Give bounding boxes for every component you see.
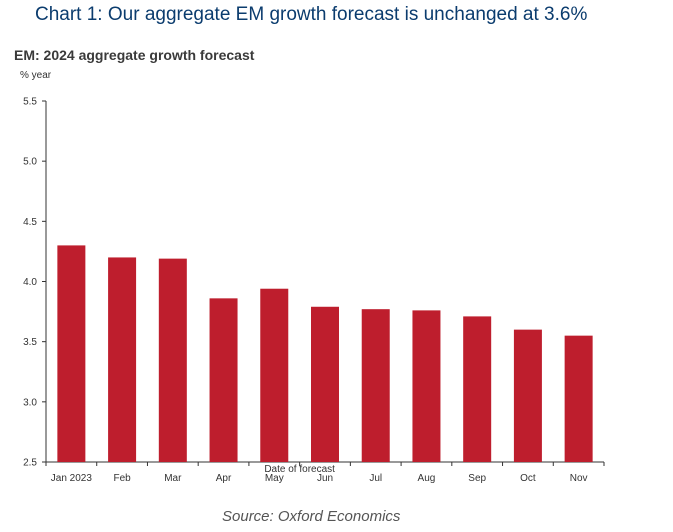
x-tick-label: Jul	[369, 473, 382, 484]
y-tick-label: 5.5	[23, 97, 37, 108]
bar	[57, 245, 86, 462]
y-tick-label: 4.0	[23, 277, 37, 288]
x-tick-label: Feb	[113, 473, 131, 484]
bar	[361, 309, 390, 462]
y-tick-label: 2.5	[23, 458, 37, 469]
bar	[463, 316, 492, 462]
x-tick-label: Sep	[468, 473, 486, 484]
y-tick-label: 4.5	[23, 217, 37, 228]
bar	[260, 288, 289, 462]
y-axis-unit-label: % year	[20, 70, 52, 81]
bar	[158, 258, 187, 462]
source-note: Source: Oxford Economics	[222, 508, 401, 525]
bar	[108, 257, 137, 462]
bar	[564, 335, 593, 462]
figure-heading: Chart 1: Our aggregate EM growth forecas…	[35, 4, 588, 25]
y-tick-label: 5.0	[23, 157, 37, 168]
x-tick-label: Aug	[418, 473, 436, 484]
x-tick-label: Apr	[216, 473, 232, 484]
x-tick-label: Nov	[570, 473, 588, 484]
x-tick-label: Oct	[520, 473, 536, 484]
x-axis-title: Date of forecast	[264, 464, 335, 475]
y-tick-label: 3.5	[23, 337, 37, 348]
bar	[513, 329, 542, 462]
x-tick-label: Jan 2023	[51, 473, 93, 484]
x-tick-label: Jun	[317, 473, 333, 484]
bar	[412, 310, 441, 462]
chart-title: EM: 2024 aggregate growth forecast	[14, 47, 255, 63]
bar	[311, 306, 339, 462]
x-tick-label: May	[265, 473, 284, 484]
x-tick-label: Mar	[164, 473, 182, 484]
y-tick-label: 3.0	[23, 397, 37, 408]
bar	[209, 298, 238, 462]
